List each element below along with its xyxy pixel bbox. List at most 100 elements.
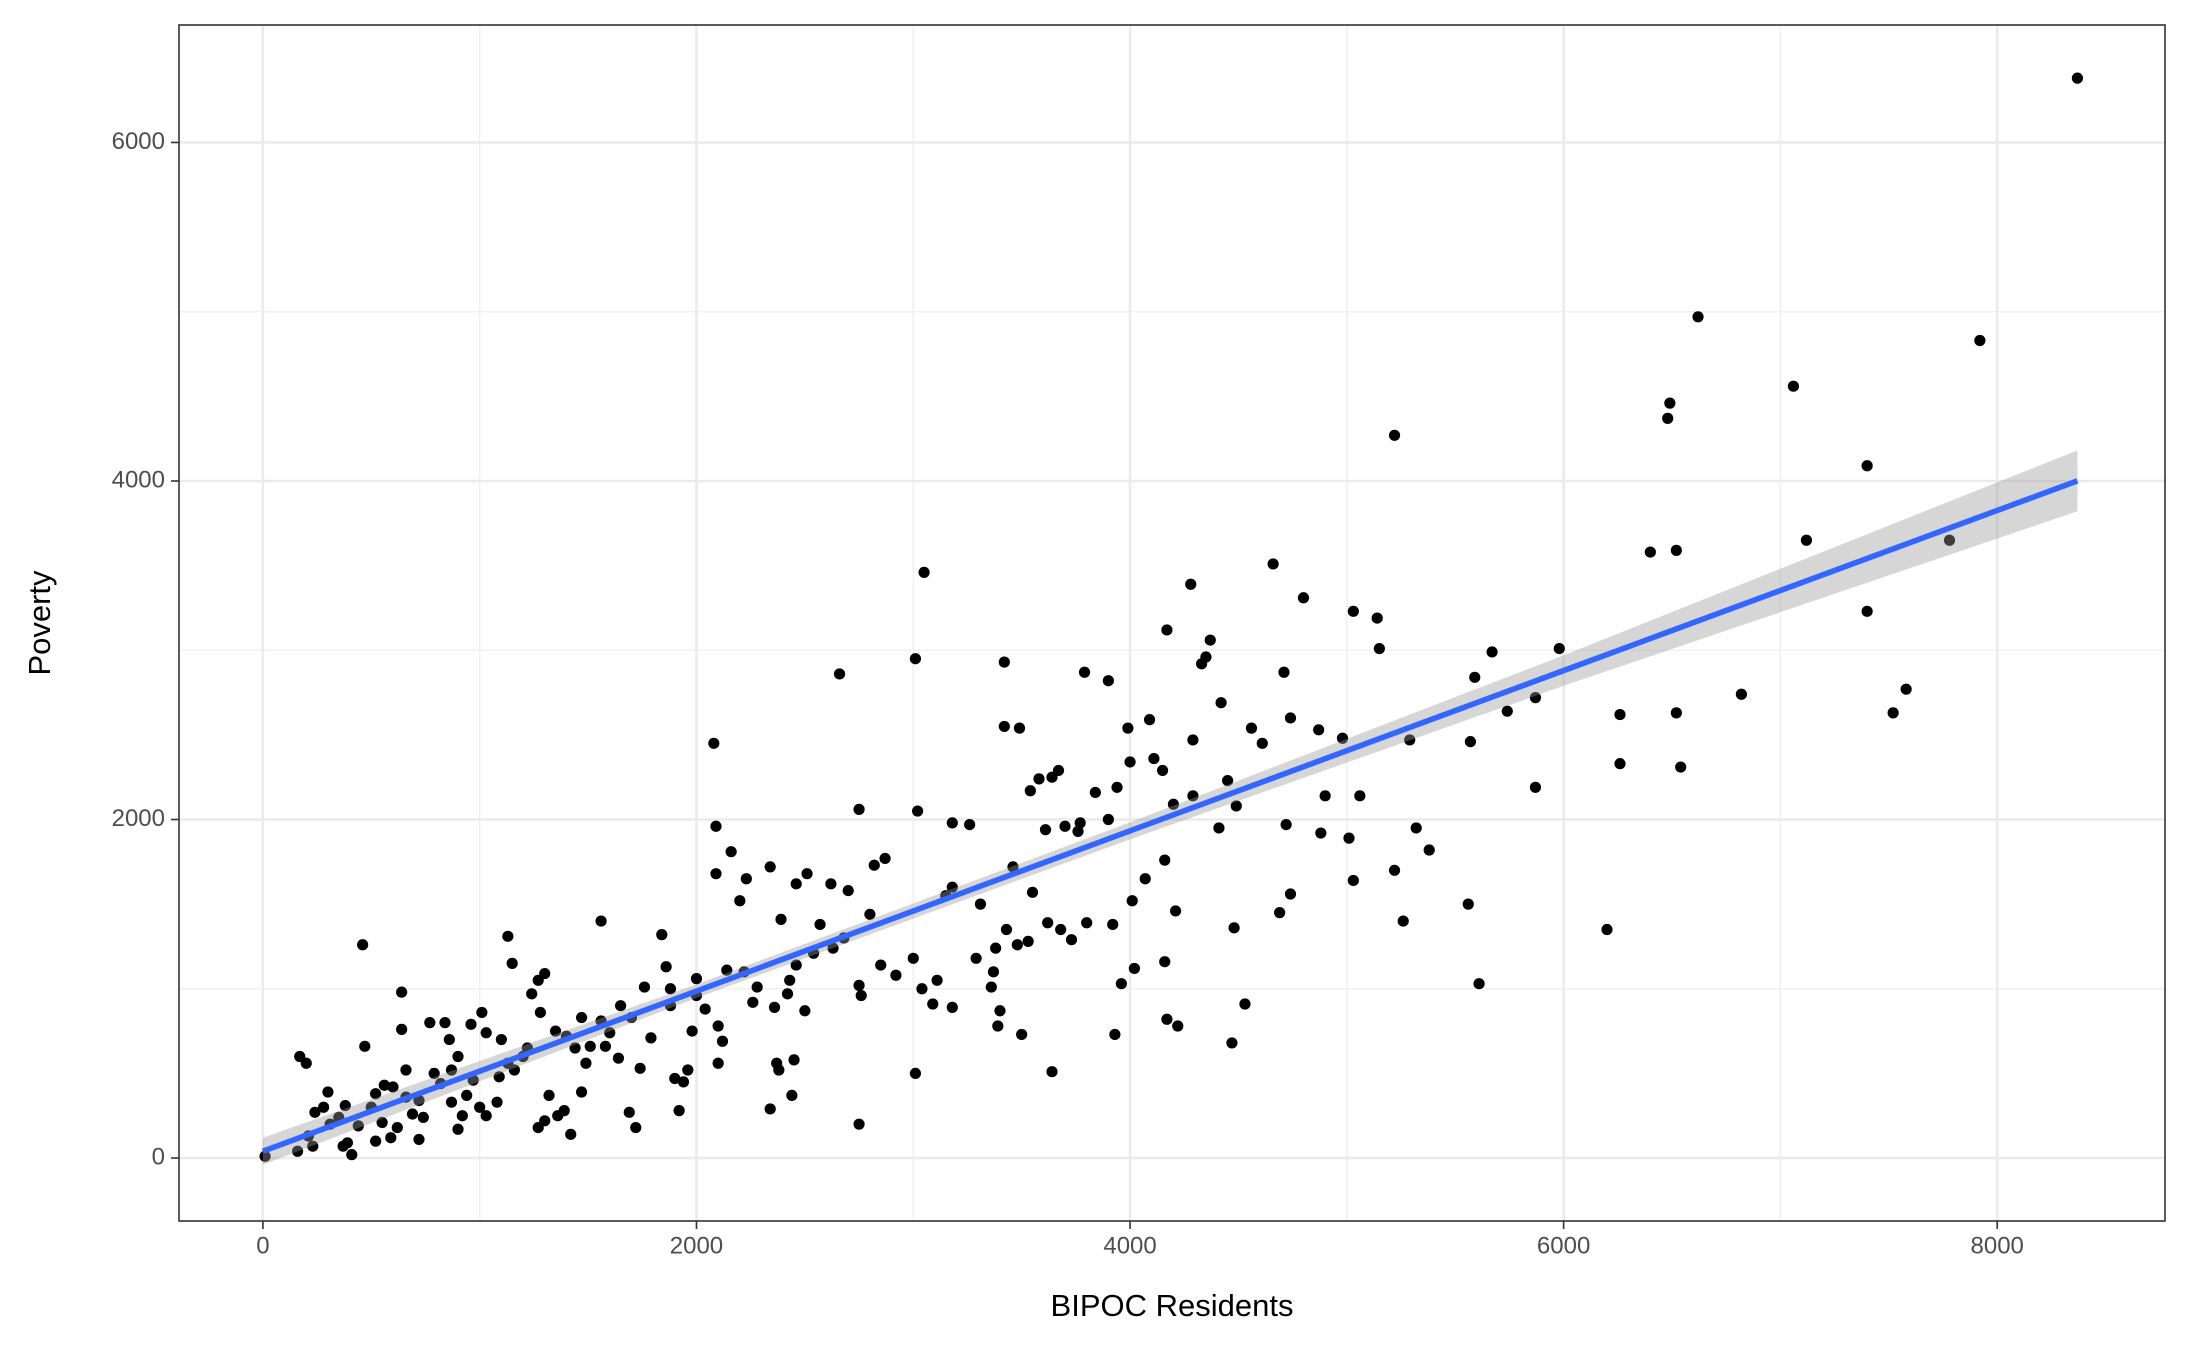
point	[370, 1135, 382, 1147]
point	[1148, 752, 1160, 765]
point	[2071, 72, 2084, 84]
point	[1059, 820, 1071, 832]
point	[1081, 917, 1093, 929]
point	[842, 885, 854, 897]
point	[291, 1145, 304, 1157]
point	[491, 1096, 503, 1108]
point	[855, 989, 867, 1002]
point	[1974, 334, 1986, 347]
point	[1139, 873, 1151, 885]
point	[1226, 1037, 1238, 1049]
point	[612, 1052, 625, 1064]
panel-border	[178, 24, 2166, 1222]
point	[801, 868, 813, 880]
point	[378, 1079, 390, 1091]
point	[552, 1110, 564, 1122]
point	[480, 1027, 492, 1039]
point	[1644, 546, 1656, 558]
point	[911, 805, 924, 817]
point	[1473, 978, 1485, 990]
point	[1347, 874, 1359, 887]
x-tick-label: 4000	[1103, 1232, 1156, 1259]
point	[784, 974, 796, 986]
fit-line	[261, 478, 2079, 1154]
point	[751, 981, 763, 993]
point	[764, 1103, 776, 1115]
point	[740, 873, 752, 885]
point	[1410, 822, 1422, 834]
point	[1111, 781, 1123, 793]
point	[1529, 781, 1542, 793]
point	[1187, 790, 1199, 802]
point	[1601, 923, 1613, 936]
point	[1423, 844, 1435, 856]
point	[424, 1017, 436, 1029]
point	[1787, 380, 1800, 392]
point	[1161, 624, 1173, 636]
point	[456, 1110, 468, 1122]
point	[1670, 544, 1682, 556]
point	[1692, 311, 1704, 323]
grid	[179, 25, 2165, 1221]
point	[1072, 825, 1084, 837]
point	[1256, 737, 1268, 749]
point	[385, 1132, 397, 1144]
point	[712, 1020, 724, 1032]
point	[1022, 935, 1034, 947]
point	[1159, 956, 1171, 968]
point	[1861, 460, 1873, 472]
point	[1662, 412, 1674, 424]
point	[1078, 666, 1091, 678]
point	[1109, 1028, 1121, 1041]
point	[1274, 907, 1286, 919]
point	[725, 846, 737, 858]
point	[1016, 1028, 1028, 1041]
point	[337, 1140, 349, 1152]
point	[480, 1110, 492, 1122]
point	[946, 1001, 958, 1013]
point	[907, 952, 919, 964]
point	[476, 1006, 488, 1019]
point	[1161, 1013, 1173, 1025]
point	[1055, 923, 1067, 936]
point	[534, 1006, 546, 1019]
point	[428, 1067, 440, 1080]
point	[376, 1116, 388, 1129]
point	[452, 1123, 464, 1135]
point	[1042, 917, 1054, 929]
point	[946, 817, 958, 829]
point	[827, 942, 839, 954]
point	[413, 1094, 425, 1107]
point	[584, 1040, 596, 1052]
point	[1046, 771, 1058, 783]
point	[396, 986, 408, 998]
point	[1172, 1020, 1184, 1032]
point	[495, 1033, 507, 1046]
point	[1486, 646, 1498, 658]
point	[788, 1054, 800, 1066]
point	[417, 1111, 429, 1124]
point	[461, 1089, 473, 1102]
point	[1222, 774, 1234, 787]
point	[1089, 786, 1101, 799]
point	[539, 967, 551, 980]
point	[990, 942, 1002, 954]
point	[396, 1023, 408, 1035]
point	[638, 981, 651, 993]
point	[1185, 578, 1197, 590]
point	[864, 908, 876, 920]
point	[1167, 798, 1180, 810]
point	[1195, 658, 1208, 670]
point	[645, 1032, 657, 1044]
point	[946, 881, 958, 893]
point	[357, 939, 369, 951]
point	[1267, 558, 1279, 570]
point	[1159, 854, 1171, 866]
y-tick-label: 6000	[112, 128, 165, 155]
point	[322, 1086, 334, 1098]
point	[1245, 722, 1258, 734]
point	[970, 952, 982, 964]
point	[309, 1106, 321, 1118]
point	[833, 668, 846, 680]
point	[708, 737, 720, 749]
